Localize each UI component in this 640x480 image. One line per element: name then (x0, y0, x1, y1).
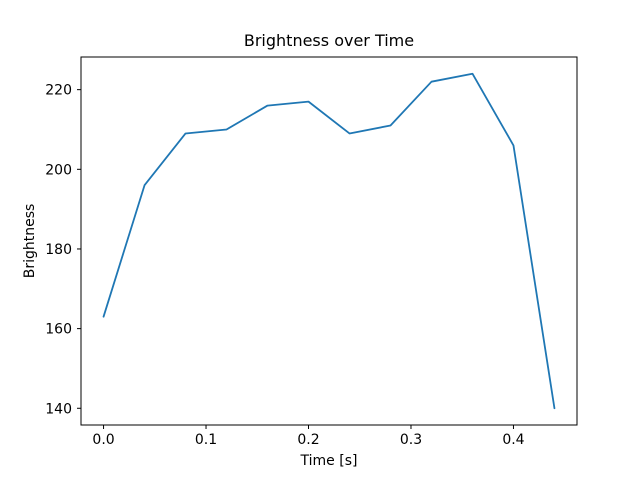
x-axis-label: Time [s] (300, 453, 358, 469)
y-tick-label: 160 (45, 322, 72, 338)
y-tick-label: 200 (45, 162, 72, 178)
data-line (102, 72, 556, 410)
chart-title: Brightness over Time (243, 31, 415, 50)
x-tick-label: 0.1 (195, 432, 217, 448)
x-tick-label: 0.2 (297, 432, 319, 448)
x-tick-label: 0.0 (92, 432, 114, 448)
x-tick-label: 0.3 (400, 432, 422, 448)
plot-border (80, 56, 578, 426)
y-tick-label: 220 (45, 83, 72, 99)
y-tick-label: 140 (45, 401, 72, 417)
x-tick-label: 0.4 (502, 432, 524, 448)
y-axis-label: Brightness (22, 203, 38, 279)
y-tick-label: 180 (45, 242, 72, 258)
